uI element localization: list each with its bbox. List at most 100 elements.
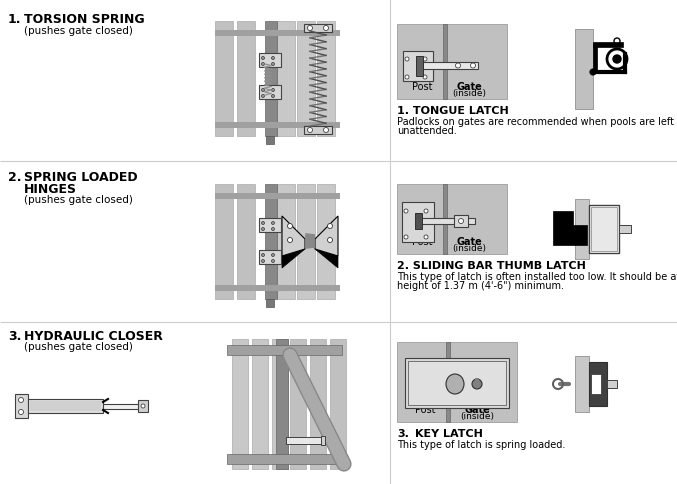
Text: Post: Post [412,237,433,246]
Circle shape [613,56,621,64]
Circle shape [424,236,428,240]
Circle shape [271,228,274,231]
Text: SPRING LOADED: SPRING LOADED [24,171,137,183]
Circle shape [423,58,427,62]
Circle shape [261,90,265,92]
Text: 1. TONGUE LATCH: 1. TONGUE LATCH [397,106,508,116]
Text: 3.: 3. [8,329,22,342]
Text: Padlocks on gates are recommended when pools are left: Padlocks on gates are recommended when p… [397,117,674,127]
Polygon shape [315,216,338,257]
Polygon shape [282,216,305,257]
Circle shape [271,90,274,92]
Bar [443,184,447,255]
Bar [30,401,101,411]
Circle shape [288,238,292,243]
Bar [290,339,306,469]
Text: height of 1.37 m (4'-6") minimum.: height of 1.37 m (4'-6") minimum. [397,280,564,290]
Text: Post: Post [412,82,433,92]
Circle shape [288,224,292,229]
Polygon shape [553,212,587,245]
Bar [593,45,597,73]
Bar [443,25,447,100]
Bar [475,378,479,386]
Circle shape [307,27,313,31]
Text: HINGES: HINGES [24,182,77,196]
Circle shape [271,260,274,263]
Circle shape [261,63,265,66]
Bar [259,219,281,232]
Bar [272,339,288,469]
Circle shape [472,379,482,389]
Text: (pushes gate closed): (pushes gate closed) [24,341,133,351]
Bar [593,43,623,48]
Bar [259,251,281,264]
Text: 2.: 2. [8,171,22,183]
Text: 2. SLIDING BAR THUMB LATCH: 2. SLIDING BAR THUMB LATCH [397,260,586,271]
Polygon shape [315,249,338,269]
Bar [417,63,477,70]
Text: (pushes gate closed): (pushes gate closed) [24,195,133,205]
Bar [321,436,325,445]
Circle shape [307,128,313,133]
Bar [591,208,617,252]
Text: TORSION SPRING: TORSION SPRING [24,13,145,26]
Circle shape [18,409,24,415]
Bar [28,399,103,413]
Bar [15,394,28,418]
Bar [265,22,277,136]
Bar [310,339,326,469]
Text: unattended.: unattended. [397,126,457,136]
Bar [227,345,342,355]
Bar [215,286,340,291]
Bar [575,356,589,412]
Bar [397,184,507,255]
Bar [446,342,450,422]
Text: (inside): (inside) [452,89,486,98]
Circle shape [404,236,408,240]
Text: HYDRAULIC CLOSER: HYDRAULIC CLOSER [24,329,163,342]
Circle shape [261,95,265,98]
Bar [304,25,332,33]
Circle shape [456,64,460,69]
Circle shape [405,58,409,62]
Text: Post: Post [415,404,436,414]
Bar [237,22,255,136]
Bar [591,374,601,394]
Circle shape [328,224,332,229]
Bar [304,127,332,135]
Bar [317,184,335,300]
Circle shape [261,228,265,231]
Circle shape [424,210,428,213]
Bar [277,22,295,136]
Circle shape [458,219,464,224]
Bar [232,339,248,469]
Bar [317,22,335,136]
Circle shape [324,128,328,133]
Bar [405,358,509,408]
Circle shape [271,95,274,98]
Circle shape [261,58,265,60]
Bar [259,54,281,68]
Circle shape [328,238,332,243]
Text: (pushes gate closed): (pushes gate closed) [24,26,133,36]
Bar [420,219,475,225]
Bar [416,57,423,77]
Text: Gate: Gate [456,237,482,246]
Bar [397,25,507,100]
Bar [215,184,233,300]
Circle shape [404,210,408,213]
Bar [286,437,321,444]
Text: This type of latch is often installed too low. It should be at a: This type of latch is often installed to… [397,272,677,281]
Bar [402,203,434,242]
Circle shape [261,222,265,225]
Circle shape [271,63,274,66]
Circle shape [261,254,265,257]
Bar [415,213,422,229]
Polygon shape [282,249,305,269]
Bar [215,194,340,199]
Bar [330,339,346,469]
Circle shape [271,58,274,60]
Bar [575,199,589,259]
Bar [215,31,340,37]
Bar [297,184,315,300]
